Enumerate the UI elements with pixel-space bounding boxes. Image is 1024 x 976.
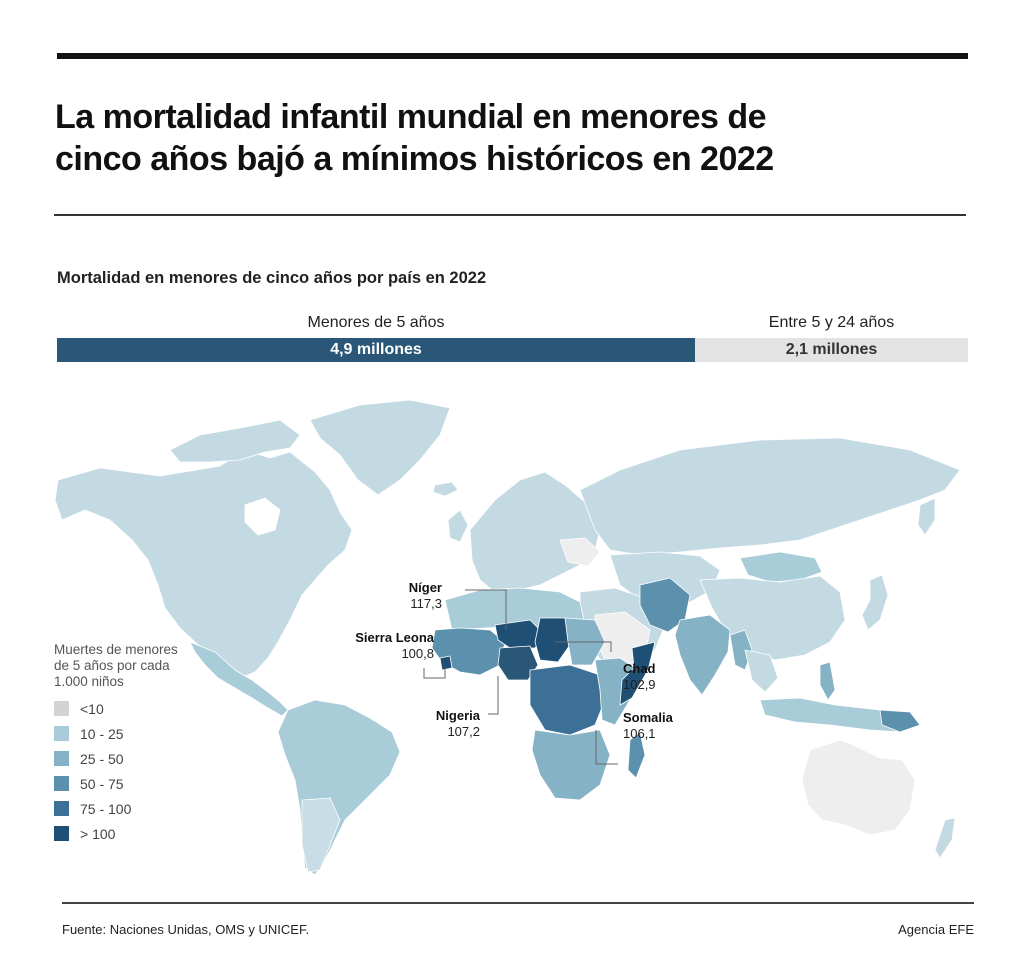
legend-swatch xyxy=(54,801,69,816)
region-philippines xyxy=(819,661,836,701)
region-new-zealand xyxy=(934,817,956,859)
callout-sierra-leone-value: 100,8 xyxy=(401,646,434,661)
region-afghanistan-pakistan xyxy=(639,577,691,633)
legend-label: <10 xyxy=(80,700,104,717)
legend-item: 10 - 25 xyxy=(54,721,224,746)
region-iceland xyxy=(432,481,459,497)
bar-label-under-5: Menores de 5 años xyxy=(307,314,445,331)
top-rule xyxy=(57,53,968,59)
region-somalia xyxy=(619,641,656,706)
legend-label: 25 - 50 xyxy=(80,750,124,767)
region-mexico-central-america xyxy=(189,641,289,717)
callout-chad-name: Chad xyxy=(623,661,656,676)
callout-somalia-name: Somalia xyxy=(623,710,673,725)
bar-segment-5-24: 2,1 millones xyxy=(695,338,968,362)
callout-nigeria-value: 107,2 xyxy=(447,724,480,739)
page-title: La mortalidad infantil mundial en menore… xyxy=(55,96,955,180)
legend-swatch xyxy=(54,726,69,741)
region-kamchatka xyxy=(917,497,936,536)
leader-chad xyxy=(555,641,612,652)
legend-item: <10 xyxy=(54,696,224,721)
leader-sierra-leone xyxy=(423,668,446,679)
region-arctic-islands xyxy=(169,419,301,463)
leader-nigeria xyxy=(488,676,499,715)
callout-niger-value: 117,3 xyxy=(410,596,442,611)
region-madagascar xyxy=(627,731,646,779)
region-uk xyxy=(447,509,469,543)
world-map xyxy=(54,399,961,876)
legend-title: Muertes de menores de 5 años por cada 1.… xyxy=(54,642,224,690)
region-indonesia xyxy=(759,697,911,733)
region-indochina xyxy=(744,649,779,693)
leader-somalia xyxy=(595,730,618,765)
callout-niger: Níger 117,3 xyxy=(378,580,442,612)
legend-item: 25 - 50 xyxy=(54,746,224,771)
callout-nigeria-name: Nigeria xyxy=(435,708,480,723)
legend-title-line-2: de 5 años por cada xyxy=(54,658,170,673)
region-central-africa xyxy=(529,664,606,736)
callout-chad-value: 102,9 xyxy=(623,677,656,692)
callout-somalia: Somalia 106,1 xyxy=(623,710,693,742)
region-russia xyxy=(579,437,961,556)
bar-value-under-5: 4,9 millones xyxy=(330,341,422,358)
region-greenland xyxy=(309,399,451,496)
region-nigeria xyxy=(497,645,539,681)
callout-sierra-leone: Sierra Leona 100,8 xyxy=(330,630,434,662)
leader-niger xyxy=(465,589,507,630)
legend-swatch xyxy=(54,701,69,716)
legend-label: 50 - 75 xyxy=(80,775,124,792)
bar-label-5-24: Entre 5 y 24 años xyxy=(768,314,895,331)
region-north-america xyxy=(54,449,353,679)
region-mongolia xyxy=(739,551,823,583)
legend-label: 75 - 100 xyxy=(80,800,132,817)
legend-label: 10 - 25 xyxy=(80,725,124,742)
chart-subtitle: Mortalidad en menores de cinco años por … xyxy=(57,269,487,287)
legend-title-line-1: Muertes de menores xyxy=(54,642,178,657)
region-japan xyxy=(861,574,889,631)
agency-credit: Agencia EFE xyxy=(898,922,974,937)
bar-value-5-24: 2,1 millones xyxy=(785,341,878,358)
bar-segment-under-5: 4,9 millones xyxy=(57,338,695,362)
region-eastern-europe-low xyxy=(559,537,601,567)
callout-sierra-leone-name: Sierra Leona xyxy=(355,630,434,645)
region-south-america xyxy=(277,699,401,876)
legend-item: 75 - 100 xyxy=(54,796,224,821)
legend-label: > 100 xyxy=(80,825,116,842)
callout-chad: Chad 102,9 xyxy=(623,661,683,693)
title-line-1: La mortalidad infantil mundial en menore… xyxy=(55,98,767,136)
region-southern-africa xyxy=(531,729,611,801)
region-southern-cone xyxy=(301,797,341,873)
region-hudson-bay xyxy=(244,497,281,536)
title-line-2: cinco años bajó a mínimos históricos en … xyxy=(55,140,774,178)
title-rule xyxy=(54,214,966,216)
footer-rule xyxy=(62,902,974,904)
callout-somalia-value: 106,1 xyxy=(623,726,656,741)
legend-swatch xyxy=(54,776,69,791)
callout-niger-name: Níger xyxy=(408,580,442,595)
legend-swatch xyxy=(54,826,69,841)
legend-title-line-3: 1.000 niños xyxy=(54,674,124,689)
legend-item: > 100 xyxy=(54,821,224,846)
region-india xyxy=(674,614,731,696)
region-sierra-leone xyxy=(439,655,453,671)
source-text: Fuente: Naciones Unidas, OMS y UNICEF. xyxy=(62,922,310,937)
map-legend: Muertes de menores de 5 años por cada 1.… xyxy=(54,642,224,846)
legend-item: 50 - 75 xyxy=(54,771,224,796)
region-papua xyxy=(879,709,921,733)
region-niger xyxy=(494,619,546,649)
legend-swatch xyxy=(54,751,69,766)
callout-nigeria: Nigeria 107,2 xyxy=(418,708,480,740)
region-australia xyxy=(801,739,916,836)
